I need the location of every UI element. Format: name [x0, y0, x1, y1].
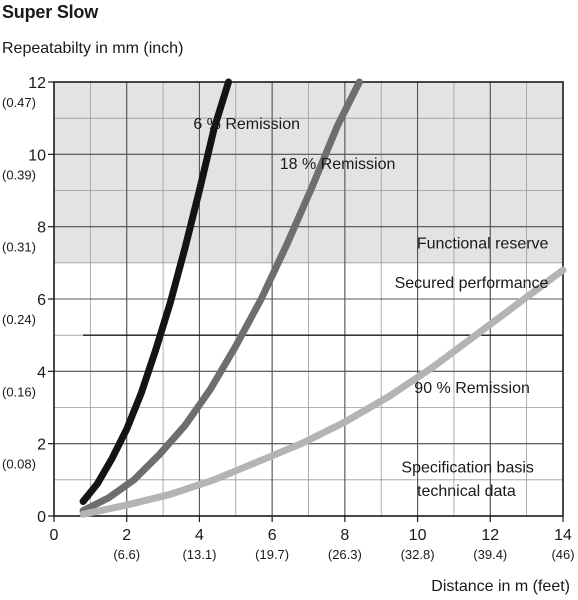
- x-tick-label: 6: [268, 527, 277, 544]
- y-tick-sublabel: (0.24): [2, 312, 36, 327]
- x-tick-label: 14: [554, 527, 572, 544]
- annotation-label-1: Secured performance: [395, 275, 549, 292]
- x-tick-label: 4: [195, 527, 204, 544]
- x-tick-sublabel: (13.1): [182, 547, 216, 562]
- y-tick-sublabel: (0.16): [2, 384, 36, 399]
- y-tick-label: 2: [37, 437, 46, 454]
- y-tick-sublabel: (0.47): [2, 95, 36, 110]
- annotation-label-3: technical data: [417, 483, 516, 500]
- y-tick-label: 12: [28, 75, 46, 92]
- y-tick-label: 8: [37, 220, 46, 237]
- x-tick-sublabel: (32.8): [401, 547, 435, 562]
- x-tick-sublabel: (39.4): [473, 547, 507, 562]
- y-axis-label: Repeatabilty in mm (inch): [2, 40, 184, 57]
- x-tick-label: 12: [481, 527, 499, 544]
- y-tick-sublabel: (0.39): [2, 167, 36, 182]
- x-tick-label: 8: [340, 527, 349, 544]
- x-tick-label: 0: [50, 527, 59, 544]
- x-tick-sublabel: (26.3): [328, 547, 362, 562]
- y-tick-sublabel: (0.31): [2, 240, 36, 255]
- annotation-label-0: Functional reserve: [417, 235, 549, 252]
- y-tick-sublabel: (0.08): [2, 457, 36, 472]
- annotation-label-2: Specification basis: [401, 460, 534, 477]
- x-tick-sublabel: (6.6): [113, 547, 140, 562]
- series-label-1: 18 % Remission: [280, 156, 396, 173]
- y-tick-label: 4: [37, 364, 46, 381]
- x-tick-label: 10: [409, 527, 427, 544]
- x-axis-label: Distance in m (feet): [431, 578, 570, 595]
- x-tick-sublabel: (19.7): [255, 547, 289, 562]
- series-line-2: [79, 266, 567, 518]
- series-label-0: 6 % Remission: [193, 116, 300, 133]
- y-tick-label: 10: [28, 147, 46, 164]
- x-tick-sublabel: (46): [551, 547, 574, 562]
- y-tick-label: 6: [37, 292, 46, 309]
- series-line-1: [79, 78, 363, 515]
- x-tick-label: 2: [122, 527, 131, 544]
- chart-title: Super Slow: [2, 2, 99, 22]
- y-tick-label: 0: [37, 509, 46, 526]
- series-line-0: [79, 78, 232, 505]
- series-label-2: 90 % Remission: [414, 380, 530, 397]
